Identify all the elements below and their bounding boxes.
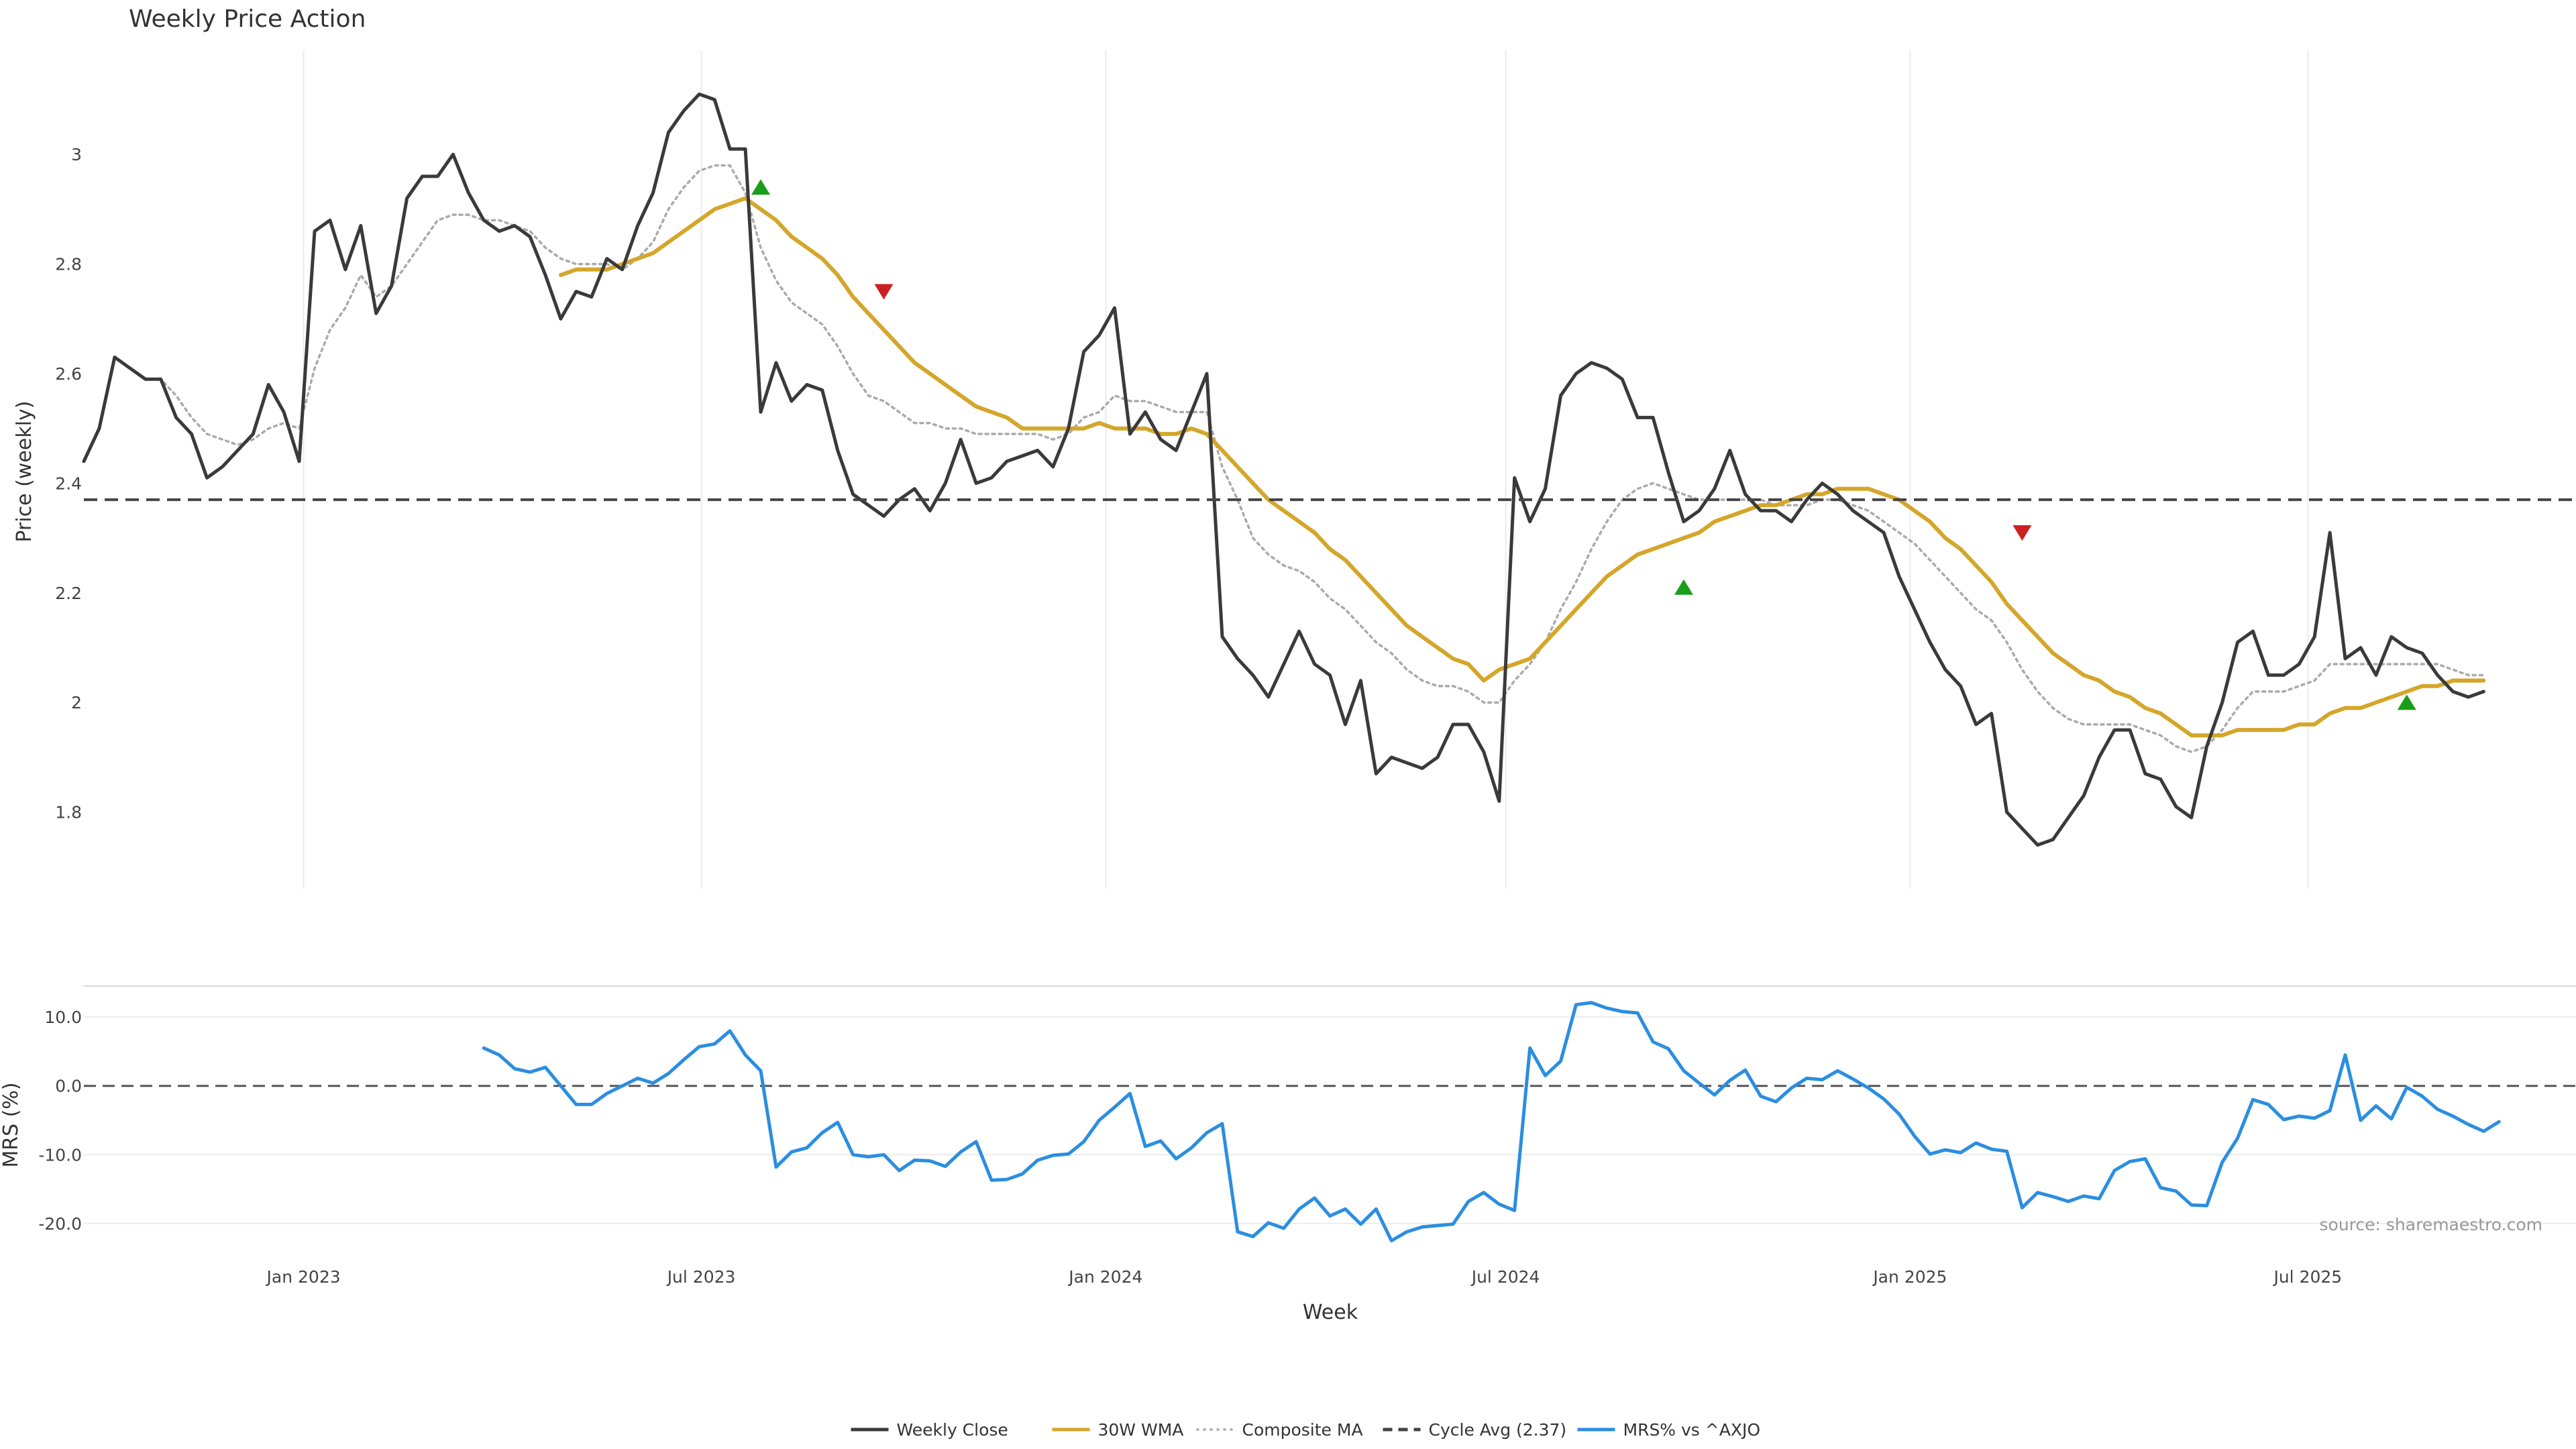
mrs-y-tick-label: 10.0 (44, 1008, 82, 1027)
price-series (82, 92, 2576, 847)
x-ticks: Jan 2023 Jul 2023 Jan 2024 Jul 2024 Jan 2025… (266, 1267, 2343, 1287)
weekly-close-line (82, 92, 2485, 847)
legend-label: MRS% vs ^AXJO (1623, 1420, 1761, 1440)
price-y-tick-label: 2.2 (55, 584, 82, 603)
price-y-tick-label: 2.4 (55, 474, 82, 493)
buy-signal-marker (1674, 579, 1693, 595)
composite-ma-line (144, 164, 2485, 753)
legend-label: 30W WMA (1098, 1420, 1184, 1440)
price-y-tick-label: 2 (71, 693, 82, 712)
chart-title: Weekly Price Action (129, 5, 366, 33)
wma-30w-line (558, 196, 2486, 738)
mrs-axis-label: MRS (%) (0, 1082, 23, 1167)
price-y-ticks: 1.8 2 2.2 2.4 2.6 2.8 3 (55, 145, 82, 822)
legend-label: Cycle Avg (2.37) (1429, 1420, 1567, 1440)
mrs-y-tick-label: 0.0 (55, 1077, 82, 1096)
x-axis-label: Week (1303, 1301, 1358, 1324)
price-y-tick-label: 2.6 (55, 364, 82, 384)
source-note: source: sharemaestro.com (2320, 1215, 2543, 1234)
price-y-tick-label: 1.8 (55, 803, 82, 822)
buy-signal-marker (751, 179, 771, 195)
sell-signal-marker (874, 284, 894, 300)
x-tick-label: Jul 2024 (1470, 1267, 1540, 1287)
legend-label: Weekly Close (897, 1420, 1008, 1440)
mrs-line (482, 1001, 2501, 1242)
buy-signal-marker (2397, 694, 2416, 710)
mrs-y-tick-label: -20.0 (38, 1214, 82, 1234)
mrs-series (482, 1001, 2501, 1242)
sell-signal-marker (2012, 525, 2032, 541)
x-tick-label: Jul 2023 (666, 1267, 736, 1287)
legend: Weekly Close 30W WMA Composite MA Cycle Avg… (851, 1420, 1761, 1440)
mrs-grid (84, 1016, 2576, 1224)
legend-label: Composite MA (1242, 1420, 1363, 1440)
x-tick-label: Jan 2025 (1872, 1267, 1947, 1287)
price-y-tick-label: 3 (71, 145, 82, 164)
x-tick-label: Jan 2023 (266, 1267, 341, 1287)
x-tick-label: Jan 2024 (1067, 1267, 1142, 1287)
price-y-tick-label: 2.8 (55, 255, 82, 274)
price-axis-label: Price (weekly) (13, 400, 36, 542)
signal-markers (751, 179, 2416, 710)
mrs-y-ticks: -20.0 -10.0 0.0 10.0 (38, 1008, 82, 1234)
mrs-y-tick-label: -10.0 (38, 1145, 82, 1165)
x-tick-label: Jul 2025 (2272, 1267, 2342, 1287)
price-grid (303, 50, 2309, 889)
